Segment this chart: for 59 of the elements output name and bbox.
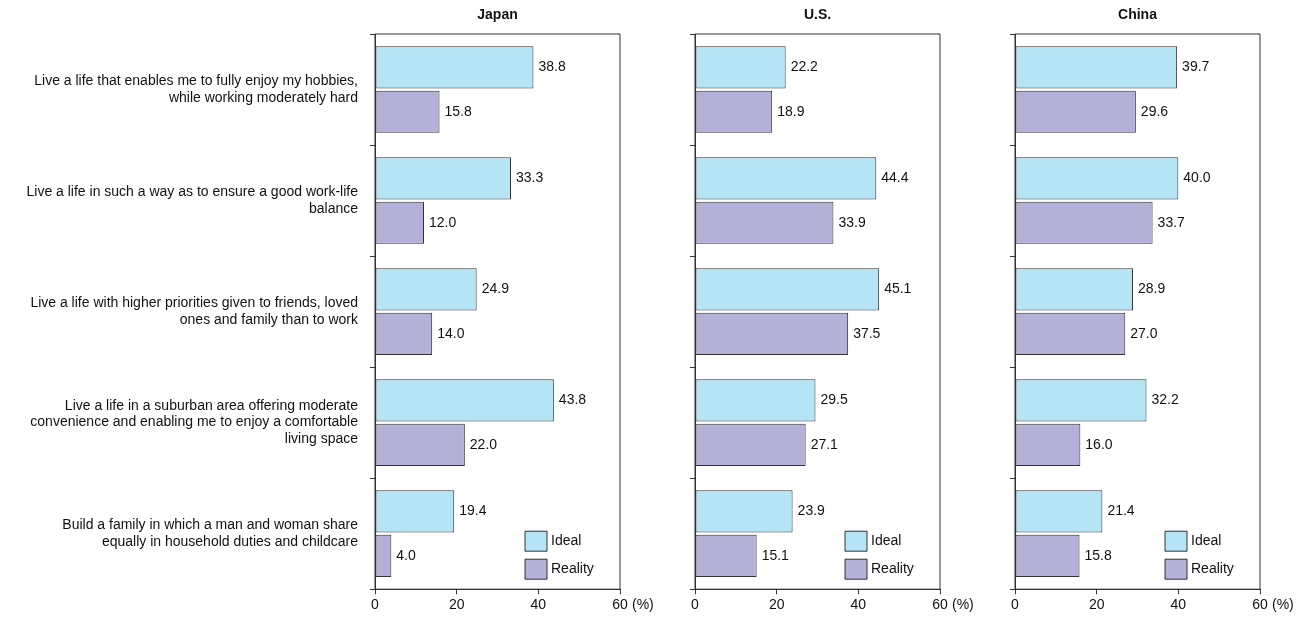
legend-label: Reality: [551, 560, 594, 577]
x-tick-label: 20: [768, 596, 785, 613]
x-tick-label: 60: [1252, 596, 1268, 613]
data-label: 4.0: [396, 546, 417, 563]
data-label: 14.0: [437, 324, 465, 341]
x-tick-label: 0: [371, 596, 380, 613]
x-tick-label: 40: [850, 596, 867, 613]
data-label: 19.4: [459, 502, 487, 519]
data-label: 37.5: [853, 324, 881, 341]
legend-label: Reality: [1191, 560, 1234, 577]
data-label: 22.2: [790, 58, 819, 75]
y-tick-label: Live a life in such a way as to ensure a good work-life balance: [26, 183, 359, 216]
data-label: 44.4: [881, 169, 909, 186]
data-label: 27.1: [810, 435, 839, 452]
y-tick-label: Live a life with higher priorities given to friends, loved ones and family than to work: [30, 294, 359, 327]
data-label: 32.2: [1151, 391, 1179, 408]
y-tick-label: Build a family in which a man and woman share equally in household duties and childcare: [62, 516, 359, 549]
data-label: 21.4: [1107, 502, 1135, 519]
data-label: 15.8: [1084, 546, 1112, 563]
x-tick-label: 0: [1011, 596, 1020, 613]
x-axis-title: (%): [1272, 596, 1294, 613]
x-tick-label: 0: [691, 596, 700, 613]
data-label: 43.8: [558, 391, 587, 408]
data-label: 29.6: [1140, 102, 1169, 119]
x-tick-label: 60: [612, 596, 628, 613]
y-tick-label: Live a life that enables me to fully enjoy my hobbies, while working moderately hard: [34, 71, 358, 105]
legend-label: Reality: [871, 560, 914, 577]
data-label: 18.9: [777, 102, 805, 119]
x-axis-title: (%): [952, 596, 974, 613]
data-label: 33.3: [515, 169, 544, 186]
data-label: 15.1: [761, 546, 790, 563]
x-tick-label: 60: [932, 596, 948, 613]
data-label: 28.9: [1138, 280, 1166, 297]
chart-title: China: [1118, 5, 1158, 22]
x-tick-label: 40: [1170, 596, 1187, 613]
data-label: 29.5: [820, 391, 848, 408]
data-label: 22.0: [469, 435, 498, 452]
y-tick-label: Live a life in a suburban area offering moderate convenience and enabling me to enjoy a comfortable living space: [30, 396, 359, 447]
x-axis-title: (%): [632, 596, 654, 613]
x-tick-label: 20: [448, 596, 465, 613]
data-label: 15.8: [444, 102, 472, 119]
data-label: 16.0: [1085, 435, 1113, 452]
chart-title: Japan: [477, 5, 518, 22]
data-label: 33.9: [838, 213, 866, 230]
chart-title: U.S.: [803, 5, 832, 22]
legend-label: Ideal: [1191, 532, 1222, 549]
legend-label: Ideal: [551, 532, 582, 549]
data-label: 40.0: [1183, 169, 1211, 186]
x-tick-label: 20: [1088, 596, 1105, 613]
legend-label: Ideal: [871, 532, 902, 549]
data-label: 24.9: [481, 280, 510, 297]
data-label: 23.9: [797, 502, 826, 519]
data-label: 27.0: [1130, 324, 1158, 341]
data-label: 39.7: [1182, 58, 1210, 75]
x-tick-label: 40: [530, 596, 547, 613]
data-label: 38.8: [538, 58, 566, 75]
data-label: 33.7: [1157, 213, 1186, 230]
data-label: 12.0: [429, 213, 457, 230]
data-label: 45.1: [884, 280, 912, 297]
